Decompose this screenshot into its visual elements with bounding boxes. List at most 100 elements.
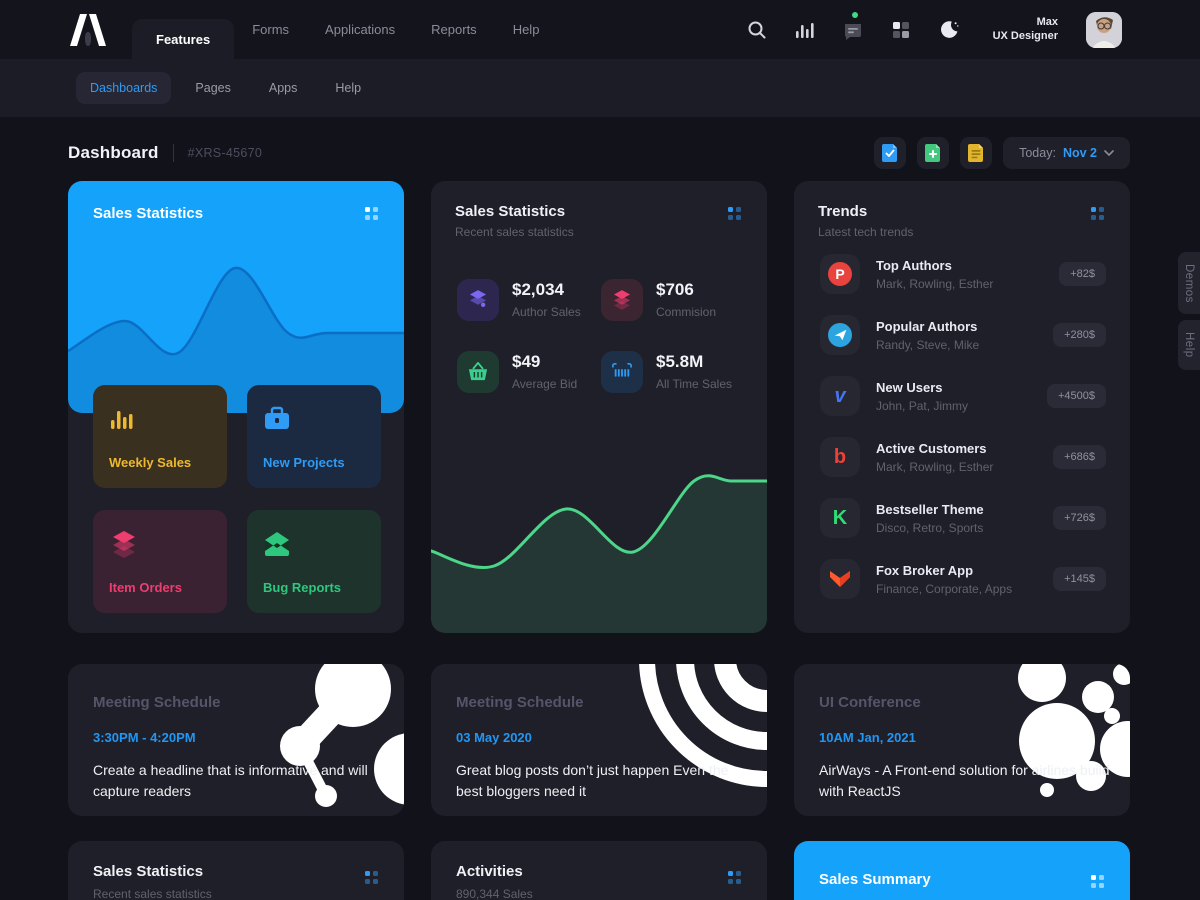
user-role: UX Designer [992, 29, 1058, 42]
event-card-ui-conference: UI Conference 10AM Jan, 2021 AirWays - A… [794, 664, 1130, 816]
sales-stats-card: Sales Statistics Recent sales statistics… [431, 181, 767, 633]
drag-handle-icon[interactable] [728, 207, 741, 220]
trend-title: New Users [876, 379, 943, 395]
drag-handle-icon[interactable] [1091, 875, 1104, 888]
date-selector[interactable]: Today: Nov 2 [1003, 137, 1130, 169]
search-icon[interactable] [747, 20, 767, 40]
drag-handle-icon[interactable] [728, 871, 741, 884]
card-subtitle: Latest tech trends [818, 225, 914, 239]
subnav-item-pages[interactable]: Pages [195, 81, 231, 95]
date-label: Today: [1019, 146, 1056, 160]
trend-title: Popular Authors [876, 318, 978, 334]
trend-item-popular-authors[interactable]: Popular Authors Randy, Steve, Mike +280$ [820, 315, 1106, 355]
date-value: Nov 2 [1062, 146, 1097, 160]
vimeo-logo-icon: v [820, 376, 860, 416]
trend-item-top-authors[interactable]: P Top Authors Mark, Rowling, Esther +82$ [820, 254, 1106, 294]
trend-item-active-customers[interactable]: b Active Customers Mark, Rowling, Esther… [820, 437, 1106, 477]
trend-badge: +280$ [1053, 323, 1106, 347]
blue-area-chart [68, 266, 404, 413]
layers-icon [113, 531, 135, 558]
stat-value: $2,034 [512, 280, 564, 299]
doc-lines-button[interactable] [960, 137, 993, 169]
basket-icon [457, 351, 499, 393]
subnav-item-help[interactable]: Help [335, 81, 362, 95]
kickstarter-logo-icon: K [820, 498, 860, 538]
trend-badge: +145$ [1053, 567, 1106, 591]
doc-lines-icon [968, 144, 984, 162]
event-card-meeting-1: Meeting Schedule 3:30PM - 4:20PM Create … [68, 664, 404, 816]
stats-grid: $2,034 Author Sales $706 Commision $49 A… [457, 279, 743, 423]
trend-subtitle: John, Pat, Jimmy [876, 398, 969, 413]
sales-statistics-bottom-card: Sales Statistics Recent sales statistics [68, 841, 404, 900]
stat-author-sales: $2,034 Author Sales [457, 279, 601, 351]
doc-check-icon [882, 144, 898, 162]
nav-item-reports[interactable]: Reports [431, 22, 477, 37]
user-avatar[interactable] [1086, 11, 1122, 48]
tile-label: Weekly Sales [109, 455, 192, 470]
event-text: AirWays - A Front-end solution for airli… [819, 762, 1110, 799]
event-date: 3:30PM - 4:20PM [93, 730, 196, 745]
telegram-logo-icon [820, 315, 860, 355]
trend-subtitle: Mark, Rowling, Esther [876, 276, 994, 291]
drag-handle-icon[interactable] [365, 207, 378, 220]
nav-item-applications[interactable]: Applications [325, 22, 396, 37]
notification-dot [851, 11, 858, 18]
card-subtitle: Recent sales statistics [93, 887, 212, 900]
tile-label: Bug Reports [263, 580, 341, 595]
stat-value: $706 [656, 280, 694, 299]
trend-title: Fox Broker App [876, 562, 974, 578]
doc-add-button[interactable] [917, 137, 950, 169]
dark-mode-icon[interactable] [939, 20, 959, 40]
stat-value: $49 [512, 352, 541, 371]
trend-title: Active Customers [876, 440, 987, 456]
green-area-chart [431, 474, 767, 633]
side-tab-demos[interactable]: Demos [1178, 252, 1200, 314]
main-nav: Features Forms Applications Reports Help [132, 0, 557, 59]
trend-badge: +726$ [1053, 506, 1106, 530]
page-code: #XRS-45670 [187, 146, 263, 160]
fox-logo-icon [820, 559, 860, 599]
briefcase-icon [265, 406, 289, 429]
page-header: Dashboard #XRS-45670 Today: Nov 2 [68, 137, 1130, 169]
messages-icon[interactable] [843, 11, 863, 40]
drag-handle-icon[interactable] [1091, 207, 1104, 220]
trend-item-new-users[interactable]: v New Users John, Pat, Jimmy +4500$ [820, 376, 1106, 416]
side-tab-help[interactable]: Help [1178, 320, 1200, 370]
trend-item-bestseller-theme[interactable]: K Bestseller Theme Disco, Retro, Sports … [820, 498, 1106, 538]
nav-actions: Max UX Designer [747, 11, 1122, 48]
card-title: Sales Statistics [93, 205, 204, 222]
app-logo-icon[interactable] [68, 13, 108, 46]
analytics-icon[interactable] [795, 20, 815, 40]
nav-item-forms[interactable]: Forms [252, 22, 290, 37]
subnav-item-dashboards[interactable]: Dashboards [76, 72, 172, 104]
stat-all-time-sales: $5.8M All Time Sales [601, 351, 745, 423]
tile-label: New Projects [263, 455, 345, 470]
doc-check-button[interactable] [874, 137, 907, 169]
barcode-icon [601, 351, 643, 393]
nav-item-help[interactable]: Help [512, 22, 540, 37]
card-title: Sales Statistics [93, 863, 204, 880]
event-date: 03 May 2020 [456, 730, 532, 745]
tile-weekly-sales[interactable]: Weekly Sales [93, 385, 227, 488]
doc-add-icon [925, 144, 941, 162]
event-date: 10AM Jan, 2021 [819, 730, 916, 745]
card-title: Sales Statistics [455, 203, 566, 220]
trend-item-fox-broker-app[interactable]: Fox Broker App Finance, Corporate, Apps … [820, 559, 1106, 599]
nav-item-features[interactable]: Features [132, 19, 235, 59]
trend-badge: +4500$ [1046, 384, 1106, 408]
title-divider [172, 144, 174, 162]
subnav-item-apps[interactable]: Apps [268, 81, 298, 95]
apps-grid-icon[interactable] [891, 20, 911, 40]
tile-new-projects[interactable]: New Projects [247, 385, 381, 488]
sub-navbar: Dashboards Pages Apps Help [0, 59, 1200, 117]
tile-bug-reports[interactable]: Bug Reports [247, 510, 381, 613]
layers-icon [457, 279, 499, 321]
user-name: Max [1036, 15, 1058, 28]
mail-open-icon [265, 532, 289, 556]
tile-label: Item Orders [109, 580, 182, 595]
drag-handle-icon[interactable] [365, 871, 378, 884]
trend-title: Bestseller Theme [876, 501, 984, 517]
tile-item-orders[interactable]: Item Orders [93, 510, 227, 613]
trends-card: Trends Latest tech trends P Top Authors … [794, 181, 1130, 633]
card-subtitle: Recent sales statistics [455, 225, 574, 239]
